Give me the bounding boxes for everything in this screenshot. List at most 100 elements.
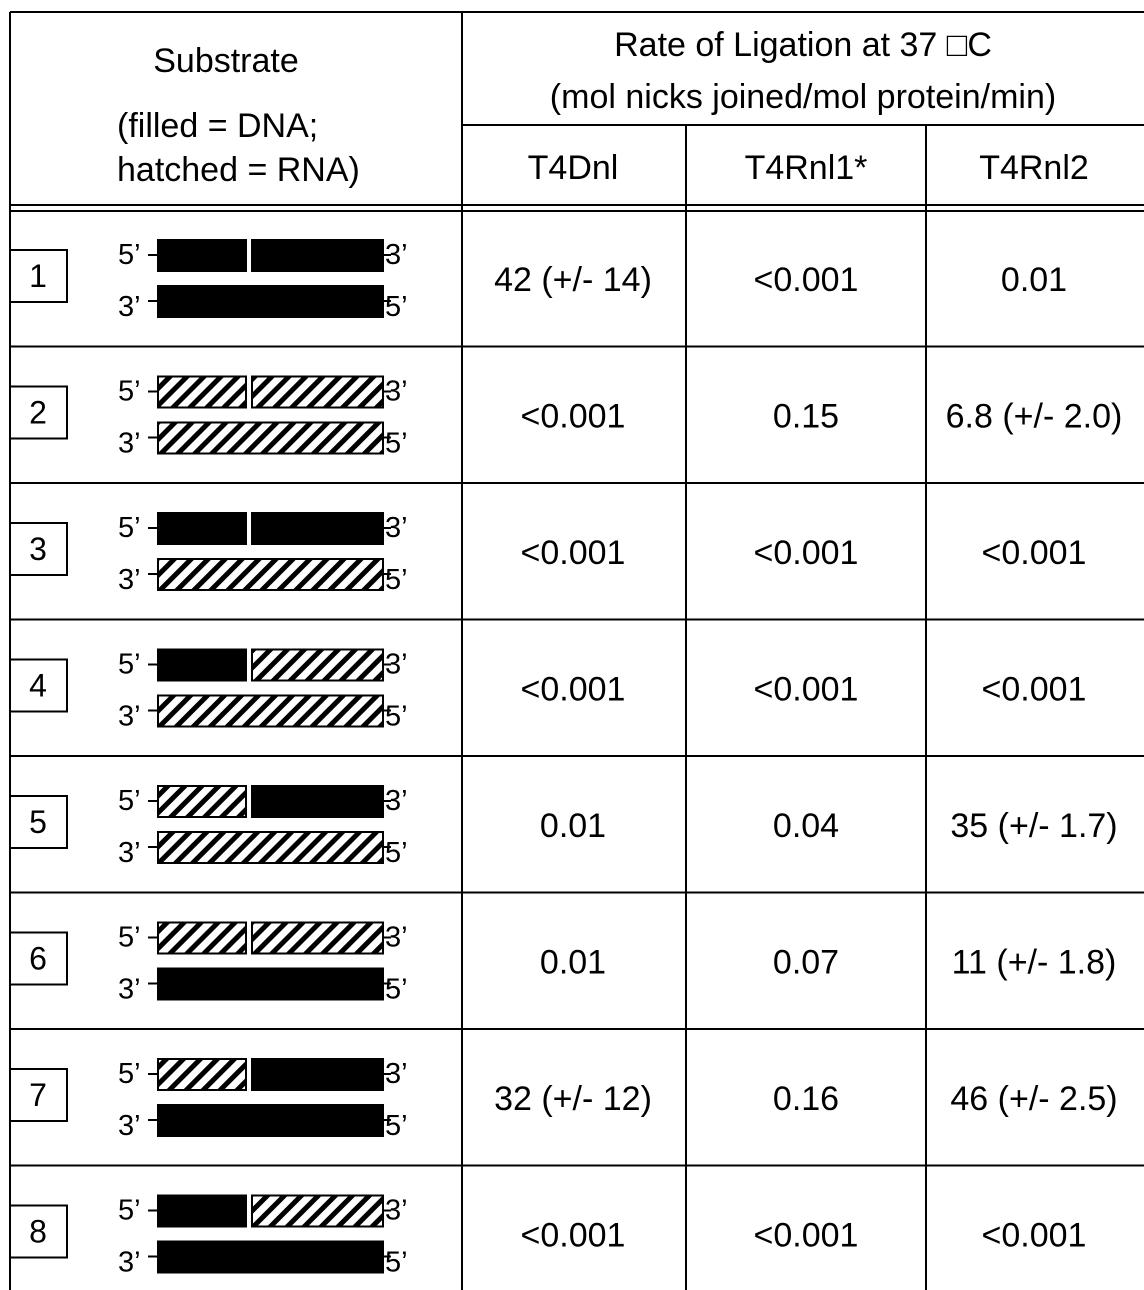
value-t4rnl2: 0.01 [1001,261,1067,299]
strand-end-3prime: 3’ [118,1247,141,1279]
strand-end-5prime: 5’ [118,1195,141,1227]
strand-end-5prime: 5’ [118,1058,141,1090]
row-number: 5 [29,804,47,840]
table-row: 6 5’ 3’ 3’ 5’ 0.01 0.07 11 (+/- 1.8) [9,921,1117,1006]
dna-strand [157,285,384,318]
strand-end-3prime: 3’ [385,512,408,544]
dna-strand [157,967,384,1001]
strand-end-3prime: 3’ [385,649,408,681]
table-row: 5 5’ 3’ 3’ 5’ 0.01 0.04 35 (+/- 1.7) [9,785,1118,869]
table-row: 1 5’ 3’ 3’ 5’ 42 (+/- 14) <0.001 0.01 [9,239,1067,323]
row-number: 3 [29,531,47,567]
strand-end-3prime: 3’ [385,922,408,954]
substrate-legend-rna: hatched = RNA) [117,151,360,189]
rna-strand [157,558,384,591]
rna-strand [251,921,384,955]
row-number-box [9,1204,68,1259]
value-t4rnl2: 35 (+/- 1.7) [950,807,1117,845]
strand-end-5prime: 5’ [118,922,141,954]
row-number-box [9,249,68,303]
value-t4rnl1: 0.16 [773,1080,839,1118]
strand-end-5prime: 5’ [385,1247,408,1279]
dna-strand [251,512,384,545]
strand-end-5prime: 5’ [385,428,408,460]
strand-end-5prime: 5’ [118,239,141,271]
strand-end-5prime: 5’ [385,564,408,596]
strand-end-5prime: 5’ [385,291,408,323]
value-t4dnl: <0.001 [521,1217,626,1255]
value-t4rnl1: <0.001 [754,671,859,709]
value-t4rnl1: 0.15 [773,398,839,436]
rna-strand [157,831,384,864]
substrate-title: Substrate [153,42,299,80]
strand-end-3prime: 3’ [385,1058,408,1090]
value-t4rnl1: <0.001 [754,261,859,299]
value-t4dnl: 0.01 [540,944,606,982]
strand-end-3prime: 3’ [118,1110,141,1142]
rna-strand [157,694,384,728]
value-t4dnl: 42 (+/- 14) [494,261,652,299]
strand-end-5prime: 5’ [118,376,141,408]
rate-units: (mol nicks joined/mol protein/min) [550,78,1056,116]
dna-strand [157,1194,247,1228]
substrate-legend-dna: (filled = DNA; [117,107,318,145]
strand-end-3prime: 3’ [118,974,141,1006]
value-t4rnl2: 11 (+/- 1.8) [952,944,1117,982]
strand-end-3prime: 3’ [385,376,408,408]
strand-end-5prime: 5’ [118,649,141,681]
value-t4dnl: <0.001 [521,534,626,572]
row-number-box [9,522,68,576]
strand-end-3prime: 3’ [385,1195,408,1227]
column-header-t4rnl1: T4Rnl1* [745,149,868,187]
value-t4rnl2: <0.001 [982,671,1087,709]
row-number: 2 [29,395,47,431]
value-t4dnl: 32 (+/- 12) [494,1080,652,1118]
value-t4dnl: <0.001 [521,398,626,436]
rna-strand [251,375,384,409]
rna-strand [157,421,384,455]
row-number: 8 [29,1214,47,1250]
strand-end-3prime: 3’ [385,785,408,817]
row-number-box [9,795,68,849]
dna-strand [251,1058,384,1091]
value-t4dnl: 0.01 [540,807,606,845]
row-number-box [9,1068,68,1122]
rna-strand [251,1194,384,1228]
table-header: Substrate (filled = DNA; hatched = RNA) … [117,26,1089,189]
strand-end-5prime: 5’ [385,837,408,869]
strand-end-5prime: 5’ [118,785,141,817]
strand-end-3prime: 3’ [118,564,141,596]
rna-strand [251,648,384,682]
value-t4rnl2: <0.001 [982,1217,1087,1255]
table-row: 3 5’ 3’ 3’ 5’ <0.001 <0.001 <0.001 [9,512,1087,596]
rna-strand [157,921,247,955]
dna-strand [251,239,384,272]
value-t4rnl2: <0.001 [982,534,1087,572]
row-number: 4 [29,668,47,704]
rna-strand [157,375,247,409]
value-t4rnl2: 6.8 (+/- 2.0) [946,398,1123,436]
dna-strand [157,1104,384,1137]
strand-end-5prime: 5’ [118,512,141,544]
row-number-box [9,658,68,713]
row-number-box [9,931,68,986]
strand-end-5prime: 5’ [385,701,408,733]
table-row: 4 5’ 3’ 3’ 5’ <0.001 <0.001 <0.001 [9,648,1087,733]
rate-title: Rate of Ligation at 37 □C [614,26,992,64]
column-header-t4rnl2: T4Rnl2 [979,149,1089,187]
rna-strand [157,785,247,818]
strand-end-3prime: 3’ [118,837,141,869]
table-row: 2 5’ 3’ 3’ 5’ <0.001 0.15 6.8 (+/- 2.0) [9,375,1123,460]
table-row: 7 5’ 3’ 3’ 5’ 32 (+/- 12) 0.16 46 (+/- 2.5) [9,1058,1118,1142]
value-t4rnl2: 46 (+/- 2.5) [950,1080,1117,1118]
value-t4rnl1: 0.07 [773,944,839,982]
strand-end-3prime: 3’ [118,701,141,733]
table-body: 1 5’ 3’ 3’ 5’ 42 (+/- 14) <0.001 0.01 2 5’ 3’ 3’ 5’ <… [9,239,1123,1279]
strand-end-3prime: 3’ [385,239,408,271]
strand-end-3prime: 3’ [118,428,141,460]
row-number: 6 [29,941,47,977]
strand-end-5prime: 5’ [385,974,408,1006]
table-row: 8 5’ 3’ 3’ 5’ <0.001 <0.001 <0.001 [9,1194,1087,1279]
value-t4rnl1: 0.04 [773,807,839,845]
